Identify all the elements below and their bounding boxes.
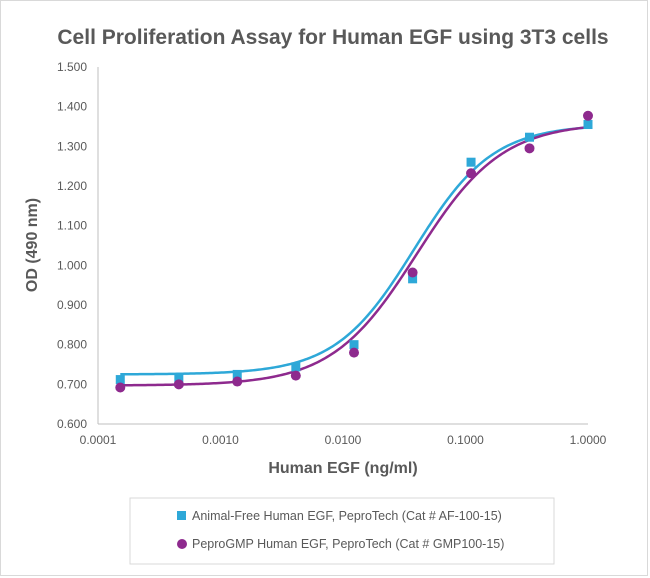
y-tick-label: 1.400 xyxy=(57,100,87,114)
y-tick-label: 1.000 xyxy=(57,258,87,272)
y-tick-label: 0.700 xyxy=(57,377,87,391)
data-point-series-2 xyxy=(583,110,593,121)
data-point-series-1 xyxy=(466,157,476,167)
y-tick-label: 1.300 xyxy=(57,139,87,153)
x-tick-label: 0.0010 xyxy=(202,433,239,447)
fit-curve-series-2 xyxy=(120,125,589,387)
data-markers xyxy=(115,110,593,393)
chart-title: Cell Proliferation Assay for Human EGF u… xyxy=(57,26,608,49)
y-tick-label: 0.800 xyxy=(57,338,87,352)
y-axis-ticks: 0.600 0.700 0.800 0.900 1.000 1.100 1.200 1.300… xyxy=(57,60,87,431)
data-point-series-2 xyxy=(290,370,301,381)
legend-label-animal-free: Animal-Free Human EGF, PeproTech (Cat # … xyxy=(192,509,502,523)
x-axis-ticks: 0.0001 0.0010 0.0100 0.1000 1.0000 xyxy=(80,433,607,447)
y-tick-label: 0.600 xyxy=(57,417,87,431)
legend-circle-marker xyxy=(177,539,187,549)
data-point-series-1 xyxy=(291,362,301,372)
y-tick-label: 0.900 xyxy=(57,298,87,312)
y-tick-label: 1.500 xyxy=(57,60,87,74)
x-axis-title: Human EGF (ng/ml) xyxy=(268,460,417,477)
y-tick-label: 1.200 xyxy=(57,179,87,193)
data-point-series-2 xyxy=(115,382,126,393)
data-point-series-1 xyxy=(524,132,534,142)
fit-curves xyxy=(120,125,589,387)
legend-label-peprogmp: PeproGMP Human EGF, PeproTech (Cat # GMP… xyxy=(192,537,504,551)
y-tick-label: 1.100 xyxy=(57,219,87,233)
legend-square-marker xyxy=(177,511,186,520)
data-point-series-2 xyxy=(349,347,360,358)
data-point-series-2 xyxy=(466,168,477,179)
data-point-series-2 xyxy=(232,376,243,387)
fit-curve-series-1 xyxy=(120,126,589,376)
data-point-series-1 xyxy=(349,340,359,350)
data-point-series-1 xyxy=(583,120,593,130)
x-tick-label: 0.0001 xyxy=(80,433,117,447)
data-point-series-2 xyxy=(524,143,535,154)
x-tick-label: 0.1000 xyxy=(447,433,484,447)
legend-box xyxy=(129,497,555,565)
legend-item-animal-free: Animal-Free Human EGF, PeproTech (Cat # … xyxy=(177,509,502,523)
x-tick-label: 1.0000 xyxy=(570,433,607,447)
legend-item-peprogmp: PeproGMP Human EGF, PeproTech (Cat # GMP… xyxy=(177,537,504,551)
x-tick-label: 0.0100 xyxy=(325,433,362,447)
data-point-series-1 xyxy=(408,274,418,284)
data-point-series-1 xyxy=(232,369,242,379)
data-point-series-1 xyxy=(174,373,184,383)
data-point-series-1 xyxy=(115,375,125,385)
data-point-series-2 xyxy=(173,379,184,390)
y-axis-title: OD (490 nm) xyxy=(24,198,41,292)
data-point-series-2 xyxy=(407,267,418,278)
